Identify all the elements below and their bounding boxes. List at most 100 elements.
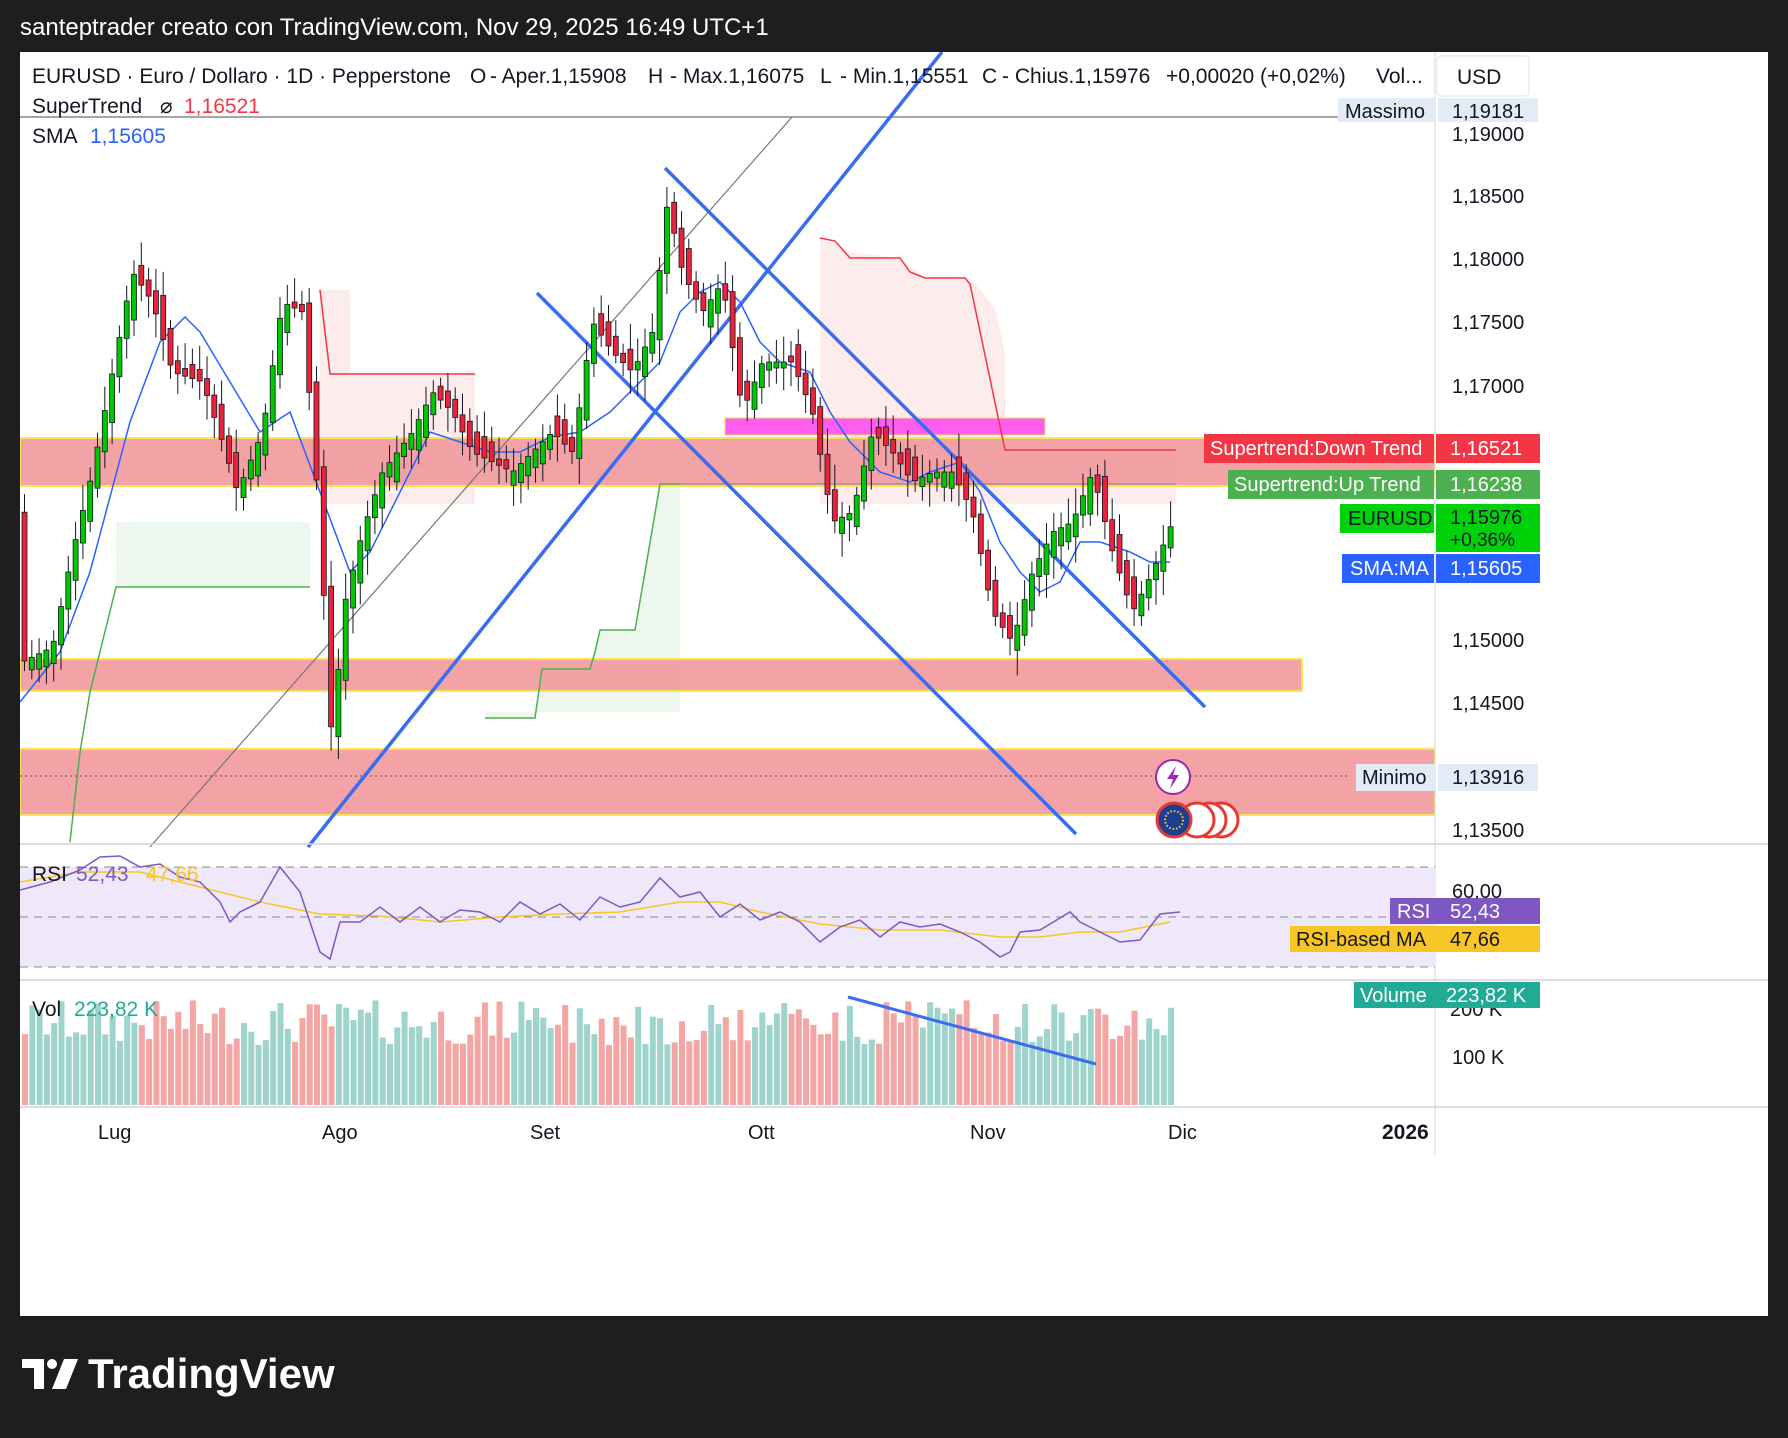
candle xyxy=(94,446,101,489)
candle xyxy=(423,404,429,438)
candle xyxy=(1138,593,1145,617)
lightning-event-icon[interactable] xyxy=(1155,759,1191,795)
volume-bar xyxy=(569,1042,576,1105)
supertrend-up-fill xyxy=(116,522,310,587)
candle xyxy=(751,381,758,410)
volume-bar xyxy=(65,1036,72,1105)
volume-bar xyxy=(839,1040,846,1105)
price-tick: 1,18000 xyxy=(1452,249,1524,271)
volume-bar xyxy=(343,1007,350,1105)
volume-bar xyxy=(627,1037,634,1105)
candle xyxy=(569,436,575,452)
candle xyxy=(817,406,824,455)
candle xyxy=(664,206,670,274)
candle xyxy=(189,364,196,380)
svg-text:USD: USD xyxy=(1457,66,1501,89)
candle xyxy=(196,369,203,382)
candle xyxy=(685,248,692,286)
candle xyxy=(131,273,137,321)
rsi-legend-label: RSI xyxy=(32,863,67,886)
candle xyxy=(1036,558,1043,577)
volume-bar xyxy=(613,1017,620,1105)
candle xyxy=(1167,526,1174,549)
candle xyxy=(36,653,43,670)
volume-bar xyxy=(299,1017,306,1105)
candle xyxy=(802,372,809,396)
candle xyxy=(371,494,378,519)
volume-bar xyxy=(394,1027,401,1105)
candle xyxy=(503,459,510,470)
last-price-change: +0,36% xyxy=(1450,530,1515,551)
candle xyxy=(437,385,444,401)
candle xyxy=(963,472,970,500)
tradingview-logo-icon xyxy=(22,1359,78,1389)
ohlc-high-label: H xyxy=(648,65,663,88)
candle xyxy=(488,441,495,462)
candle xyxy=(21,511,28,662)
chart-frame[interactable]: EURUSD · Euro / Dollaro · 1D · Peppersto… xyxy=(19,50,1768,1316)
volume-bar xyxy=(481,1002,488,1105)
volume-bar xyxy=(803,1018,810,1105)
candle xyxy=(298,303,305,313)
rsi-ma-tag: RSI-based MA xyxy=(1296,929,1427,951)
volume-bar xyxy=(642,1044,649,1105)
candle xyxy=(1043,543,1050,575)
price-axis: USD 1,19000 1,18500 1,18000 1,17500 1,17… xyxy=(1204,52,1768,1155)
volume-bar xyxy=(1014,1026,1021,1105)
candle xyxy=(123,300,130,339)
candle xyxy=(50,640,57,664)
gray-trendline xyxy=(149,116,793,848)
volume-bar xyxy=(1153,1028,1160,1105)
volume-bar xyxy=(941,1013,948,1105)
candle xyxy=(1058,527,1064,547)
candle xyxy=(1007,615,1013,639)
brand-name: TradingView xyxy=(88,1350,335,1397)
candle xyxy=(204,378,210,396)
symbol-line: EURUSD · Euro / Dollaro · 1D · Peppersto… xyxy=(32,65,451,88)
volume-tag-value: 223,82 K xyxy=(1446,985,1527,1007)
candle xyxy=(342,598,349,681)
candle xyxy=(160,294,167,340)
candle xyxy=(255,442,262,477)
volume-bar xyxy=(868,1039,875,1105)
candle xyxy=(1080,495,1086,516)
candle xyxy=(65,571,72,610)
candle xyxy=(700,292,707,312)
volume-bar xyxy=(854,1036,861,1105)
volume-bar xyxy=(985,1032,992,1105)
volume-bar xyxy=(124,1015,131,1105)
currency-button[interactable]: USD xyxy=(1436,55,1530,97)
volume-bar xyxy=(715,1024,722,1105)
price-tick: 1,15000 xyxy=(1452,630,1524,652)
volume-bar xyxy=(226,1044,233,1105)
volume-bar xyxy=(1051,1004,1058,1105)
volume-bar xyxy=(810,1024,817,1105)
candle xyxy=(1065,523,1072,543)
volume-bar xyxy=(116,1040,123,1105)
volume-bar xyxy=(36,1009,43,1105)
volume-legend-value: 223,82 K xyxy=(74,998,158,1021)
price-pane: EURUSD · Euro / Dollaro · 1D · Peppersto… xyxy=(19,50,1436,849)
candle xyxy=(627,348,634,371)
candle xyxy=(1116,534,1123,574)
candle xyxy=(642,346,648,378)
candle xyxy=(109,373,115,423)
volume-bar xyxy=(1138,1039,1145,1105)
volume-bar xyxy=(43,1034,50,1105)
volume-bar xyxy=(22,1034,28,1105)
candle xyxy=(116,337,123,378)
tradingview-chart[interactable]: EURUSD · Euro / Dollaro · 1D · Peppersto… xyxy=(19,50,1768,1316)
candle xyxy=(883,426,889,446)
candle xyxy=(58,606,64,646)
volume-bar xyxy=(766,1025,773,1105)
currency-flags-icon[interactable] xyxy=(1155,801,1240,839)
candle xyxy=(87,480,94,522)
volume-bar xyxy=(1117,1035,1123,1105)
candle xyxy=(364,516,371,552)
rsi-ma-line xyxy=(19,871,1171,938)
volume-bar xyxy=(262,1040,269,1105)
candle xyxy=(415,419,422,451)
rsi-pane: RSI 52,43 47,66 60,00 RSI 52,43 RSI-base… xyxy=(19,855,1540,968)
volume-bar xyxy=(438,1011,445,1105)
volume-bar xyxy=(153,1001,160,1105)
